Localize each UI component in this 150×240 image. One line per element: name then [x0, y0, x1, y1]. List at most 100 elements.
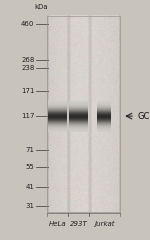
Bar	[97, 117, 111, 118]
Bar	[97, 128, 111, 129]
Bar	[69, 123, 88, 124]
Bar	[69, 115, 88, 117]
Bar	[48, 101, 67, 102]
Bar	[48, 126, 67, 128]
Bar	[97, 105, 111, 106]
Bar	[48, 119, 67, 120]
Bar	[48, 108, 67, 110]
Bar	[97, 130, 111, 131]
Bar	[48, 131, 67, 132]
Text: 117: 117	[21, 113, 34, 119]
Bar	[69, 124, 88, 126]
Bar	[69, 106, 88, 107]
Bar	[48, 128, 67, 129]
Bar	[48, 107, 67, 108]
Text: kDa: kDa	[34, 4, 48, 10]
Text: 71: 71	[26, 147, 34, 153]
Bar	[69, 128, 88, 130]
Bar	[69, 118, 88, 119]
Bar	[48, 102, 67, 104]
Bar	[97, 126, 111, 128]
Bar	[69, 114, 88, 116]
Bar	[47, 16, 120, 212]
Text: HeLa: HeLa	[49, 221, 67, 227]
Bar	[69, 110, 88, 111]
Bar	[69, 116, 88, 117]
Bar	[48, 120, 67, 122]
Bar	[69, 119, 88, 120]
Bar	[69, 104, 88, 105]
Bar	[69, 122, 88, 124]
Bar	[48, 114, 67, 116]
Text: 171: 171	[21, 88, 34, 94]
Bar	[97, 107, 111, 108]
Bar	[69, 114, 88, 116]
Bar	[69, 105, 88, 106]
Text: 268: 268	[21, 57, 34, 63]
Bar	[69, 126, 88, 128]
Bar	[97, 106, 111, 107]
Bar	[97, 112, 111, 114]
Bar	[69, 107, 88, 108]
Text: GCFC1: GCFC1	[137, 112, 150, 120]
Text: 41: 41	[26, 184, 34, 190]
Bar	[97, 113, 111, 114]
Bar	[48, 113, 67, 115]
Bar	[48, 124, 67, 126]
Bar	[48, 123, 67, 124]
Bar	[69, 131, 88, 132]
Bar	[97, 120, 111, 122]
Bar	[69, 116, 88, 118]
Bar	[48, 117, 67, 118]
Bar	[48, 118, 67, 120]
Bar	[69, 130, 88, 131]
Bar	[69, 102, 88, 104]
Bar	[48, 120, 67, 122]
Bar	[97, 113, 111, 115]
Bar	[48, 125, 67, 126]
Text: 293T: 293T	[70, 221, 88, 227]
Bar	[48, 106, 67, 107]
Bar	[97, 122, 111, 124]
Bar	[97, 117, 111, 119]
Bar	[48, 112, 67, 113]
Bar	[48, 111, 67, 112]
Bar	[69, 112, 88, 114]
Bar	[69, 118, 88, 120]
Bar	[97, 124, 111, 125]
Text: 460: 460	[21, 21, 34, 27]
Bar	[48, 114, 67, 116]
Bar	[48, 116, 67, 117]
Bar	[48, 121, 67, 123]
Bar	[48, 113, 67, 114]
Bar	[69, 113, 88, 115]
Bar	[48, 122, 67, 123]
Bar	[48, 112, 67, 114]
Bar	[48, 119, 67, 121]
Bar	[97, 131, 111, 132]
Bar	[97, 126, 111, 128]
Bar	[97, 104, 111, 105]
Bar	[48, 104, 67, 105]
Bar	[69, 121, 88, 123]
Bar	[97, 102, 111, 104]
Bar	[97, 111, 111, 112]
Bar	[69, 111, 88, 112]
Bar	[48, 128, 67, 130]
Bar	[48, 129, 67, 130]
Bar	[69, 128, 88, 129]
Bar	[69, 123, 88, 125]
Bar	[97, 110, 111, 111]
Text: Jurkat: Jurkat	[94, 221, 114, 227]
Bar	[69, 117, 88, 118]
Text: 31: 31	[26, 203, 34, 209]
Bar	[48, 117, 67, 119]
Bar	[69, 120, 88, 122]
Bar	[48, 116, 67, 118]
Bar	[69, 108, 88, 110]
Bar	[69, 113, 88, 114]
Bar	[48, 125, 67, 127]
Bar	[69, 120, 88, 122]
Bar	[97, 125, 111, 127]
Bar	[69, 125, 88, 127]
